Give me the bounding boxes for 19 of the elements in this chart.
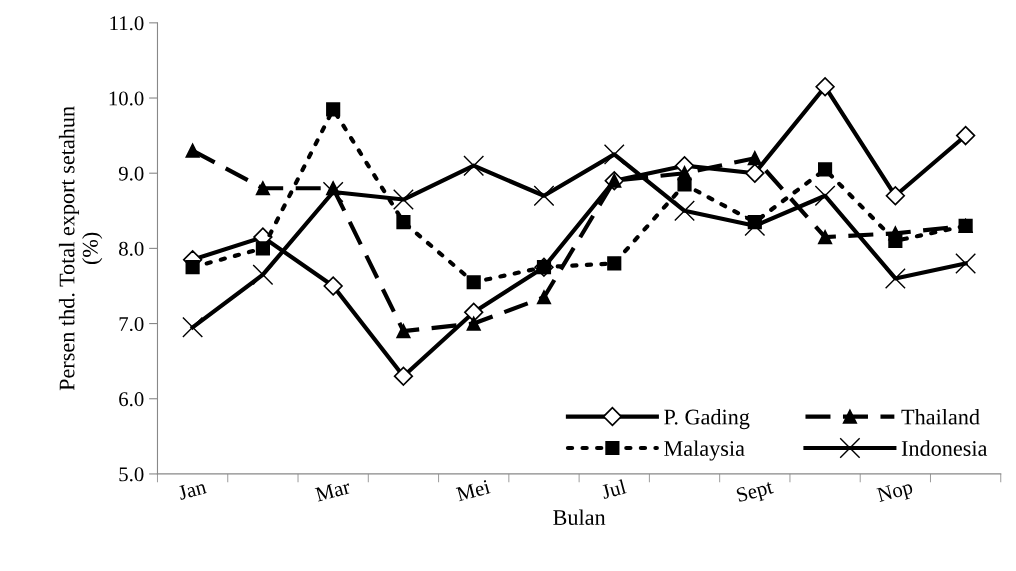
legend-label: Thailand [901,408,980,425]
y-tick-label: 5.0 [119,467,144,482]
y-tick-label: 8.0 [119,241,144,256]
y-axis-title: Persen thd. Total export setahun (%) [58,106,103,391]
legend-label: P. Gading [664,408,750,430]
x-tick-label: Mar [314,479,352,502]
x-tick-label: Nop [876,479,915,507]
y-tick-label: 7.0 [119,316,144,332]
legend-label: Indonesia [901,440,988,456]
legend-label: Malaysia [664,440,745,461]
x-tick-label: Jan [177,479,208,501]
x-tick-label: Mei [455,479,491,502]
y-tick-label: 9.0 [118,166,144,181]
x-axis-title: Bulan [553,509,606,526]
y-tick-label: 11.0 [110,16,144,31]
x-tick-label: Jul [600,478,627,500]
x-tick-label: Sept [735,479,776,507]
y-tick-label: 10.0 [109,91,144,106]
y-tick-label: 6.0 [119,392,144,407]
